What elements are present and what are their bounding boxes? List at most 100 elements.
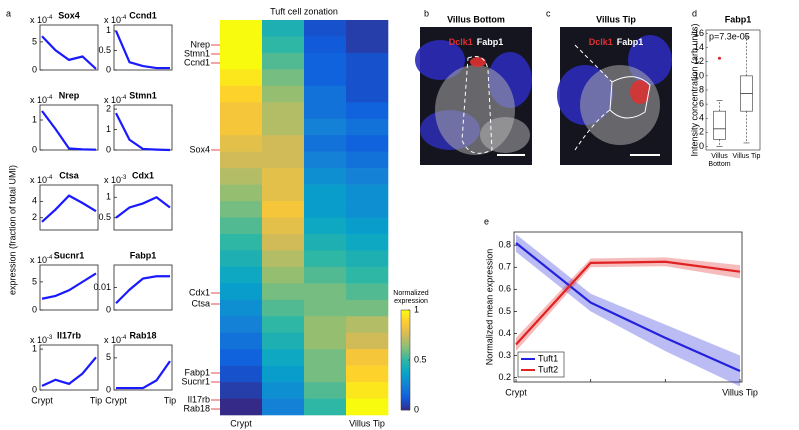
y-tick-label: 14 <box>694 42 704 52</box>
x-tick-label: Crypt <box>31 395 53 405</box>
y-tick-label: 0.5 <box>98 212 111 222</box>
heatmap-cell <box>220 382 263 399</box>
plot-frame <box>39 24 99 71</box>
heatmap-cell <box>220 168 263 185</box>
heatmap-cell <box>304 168 347 185</box>
y-axis-label: expression (fraction of total UMI) <box>7 165 17 295</box>
panel-label: a <box>6 8 11 18</box>
plot-frame <box>113 264 173 311</box>
error-band <box>516 234 740 387</box>
gene-label: Ctsa <box>191 298 210 308</box>
y-tick-label: 2 <box>699 127 704 137</box>
heatmap-cell <box>304 118 347 136</box>
colorbar-step <box>401 380 410 383</box>
heatmap-cell <box>220 102 263 120</box>
heatmap-cell <box>304 69 347 87</box>
heatmap-cell <box>346 201 389 218</box>
line <box>41 272 97 300</box>
colorbar-step <box>401 312 410 316</box>
axis-scale-exponent: -4 <box>47 95 53 101</box>
heatmap-cell <box>220 85 263 103</box>
stain-labels: Dclk1 Fabp1 <box>449 37 504 47</box>
plot-frame <box>113 24 173 71</box>
axis-scale-base: x 10 <box>104 15 121 25</box>
axis-scale-exponent: -3 <box>47 335 53 341</box>
y-tick-label: 12 <box>694 56 704 66</box>
heatmap-cell <box>304 151 347 169</box>
y-tick-label: 0.4 <box>498 328 511 338</box>
y-tick-label: 4 <box>699 113 704 123</box>
heatmap-cell <box>262 36 305 54</box>
y-tick-label: 0.8 <box>498 240 511 250</box>
y-tick-label: 0 <box>32 144 37 154</box>
axis-scale: x 10-4 <box>104 335 127 346</box>
chart-title: Cdx1 <box>132 170 154 180</box>
gene-label: Sucnr1 <box>181 376 210 386</box>
y-tick-label: 0.6 <box>498 284 511 294</box>
axis-scale-base: x 10 <box>30 175 47 185</box>
plot-frame <box>113 184 173 231</box>
y-tick-label: 2 <box>32 212 37 222</box>
heatmap-cell <box>220 283 263 301</box>
heatmap-cell <box>346 233 389 251</box>
heatmap-cell <box>346 349 389 366</box>
y-tick-label: 6 <box>699 98 704 108</box>
y-tick-label: 1 <box>106 124 111 134</box>
colorbar-step <box>401 345 410 348</box>
y-tick-label: 0 <box>699 141 704 151</box>
x-tick-label: Villus Tip <box>732 153 761 160</box>
plot-frame <box>513 231 743 383</box>
gene-label: Ccnd1 <box>184 57 210 67</box>
y-tick-label: 0 <box>32 304 37 314</box>
y-tick-label: 1 <box>106 25 111 35</box>
axis-scale-exponent: -4 <box>47 255 53 261</box>
colorbar-step <box>401 362 410 366</box>
y-tick-label: 0 <box>106 64 111 74</box>
axis-scale: x 10-4 <box>30 95 53 106</box>
heatmap-cell <box>304 201 347 218</box>
heatmap-cell <box>304 266 347 284</box>
heatmap-cell <box>304 283 347 301</box>
heatmap-cell <box>346 184 389 202</box>
flier <box>718 56 721 60</box>
heatmap-cell <box>262 398 305 416</box>
line <box>515 260 741 346</box>
heatmap-cell <box>304 250 347 268</box>
heatmap-cell <box>262 85 305 103</box>
heatmap-cell <box>346 250 389 268</box>
panel-label: e <box>484 216 489 226</box>
y-tick-label: 0.2 <box>498 372 511 382</box>
heatmap-cell <box>262 283 305 301</box>
y-tick-label: 0 <box>106 304 111 314</box>
heatmap-cell <box>262 349 305 366</box>
chart-title: Fabp1 <box>130 250 157 260</box>
heatmap-cell <box>346 20 389 37</box>
heatmap-cell <box>304 349 347 366</box>
heatmap-cell <box>262 250 305 268</box>
axis-scale-base: x 10 <box>30 15 47 25</box>
x-tick-label: Crypt <box>230 418 252 428</box>
line <box>115 196 171 219</box>
stain-label: Dclk1 <box>589 37 613 47</box>
chart-title: Rab18 <box>129 330 156 340</box>
heatmap-cell <box>346 332 389 350</box>
heatmap-cell <box>304 316 347 334</box>
colorbar-step <box>401 385 410 388</box>
y-tick-label: 0.5 <box>498 306 511 316</box>
y-tick-label: 10 <box>694 70 704 80</box>
heatmap-cell <box>346 299 389 317</box>
y-axis-label: Intensity concentration (arb.units) <box>689 23 699 156</box>
line <box>115 275 170 305</box>
colorbar-step <box>401 390 410 393</box>
heatmap-cell <box>262 69 305 87</box>
heatmap-cell <box>304 365 347 383</box>
colorbar-step <box>401 355 410 358</box>
heatmap-cell <box>220 217 263 235</box>
x-tick-label: Crypt <box>105 395 127 405</box>
chart-title: Ctsa <box>59 170 80 180</box>
heatmap-cell <box>346 266 389 284</box>
y-tick-label: 5 <box>32 276 37 286</box>
heatmap-cell <box>346 85 389 103</box>
